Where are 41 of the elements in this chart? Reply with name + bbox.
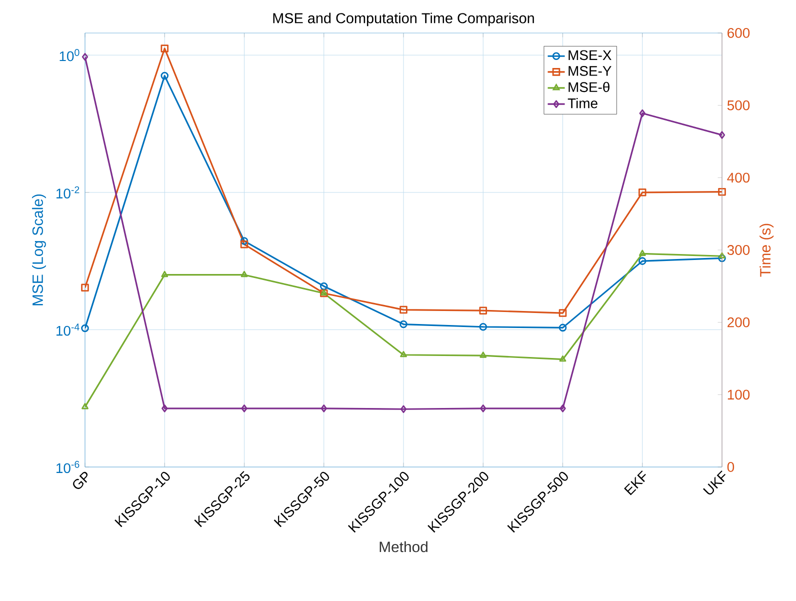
y-tick-label: 10$^{-6}$ xyxy=(56,460,80,474)
y2-axis-title: Time (s) xyxy=(760,224,774,277)
point xyxy=(718,188,726,196)
y2-tick-label: 300 xyxy=(727,245,750,255)
point xyxy=(480,352,487,358)
point xyxy=(81,284,89,292)
x-axis-title: Method xyxy=(380,541,428,552)
point xyxy=(558,309,567,317)
y-tick-label: 10$^{-4}$ xyxy=(56,324,80,336)
point xyxy=(479,306,488,314)
y-tick-label: 10$^{-2}$ xyxy=(56,186,80,198)
point xyxy=(161,270,168,278)
y2-tick-label: 100 xyxy=(728,390,750,400)
legend-label: MSE-θ xyxy=(568,82,610,92)
y2-tick-label: 600 xyxy=(728,28,750,38)
y2-tick-label: 400 xyxy=(727,172,750,183)
point xyxy=(638,188,646,196)
y2-tick-label: 500 xyxy=(727,100,750,110)
legend-label: MSE-X xyxy=(568,50,612,60)
chart-title: MSE and Computation Time Comparison xyxy=(273,12,534,26)
point xyxy=(320,282,328,290)
point xyxy=(400,306,408,314)
y-tick-label: 10$^{0}$ xyxy=(60,49,80,62)
point xyxy=(160,44,169,52)
point xyxy=(400,350,407,358)
point xyxy=(240,270,248,278)
point xyxy=(240,240,248,248)
point xyxy=(558,324,567,332)
point xyxy=(479,322,488,331)
x-tick-label: GP xyxy=(73,472,88,489)
y-axis-title: MSE (Log Scale) xyxy=(32,194,46,306)
point xyxy=(638,250,646,256)
y2-tick-label: 200 xyxy=(728,317,750,328)
legend-label: MSE-Y xyxy=(568,66,612,76)
legend-label: Time xyxy=(568,98,598,108)
point xyxy=(160,72,169,80)
point xyxy=(400,320,408,328)
point xyxy=(638,257,646,265)
y2-tick-label: 0 xyxy=(727,462,734,472)
point xyxy=(240,237,248,245)
point xyxy=(559,355,566,362)
